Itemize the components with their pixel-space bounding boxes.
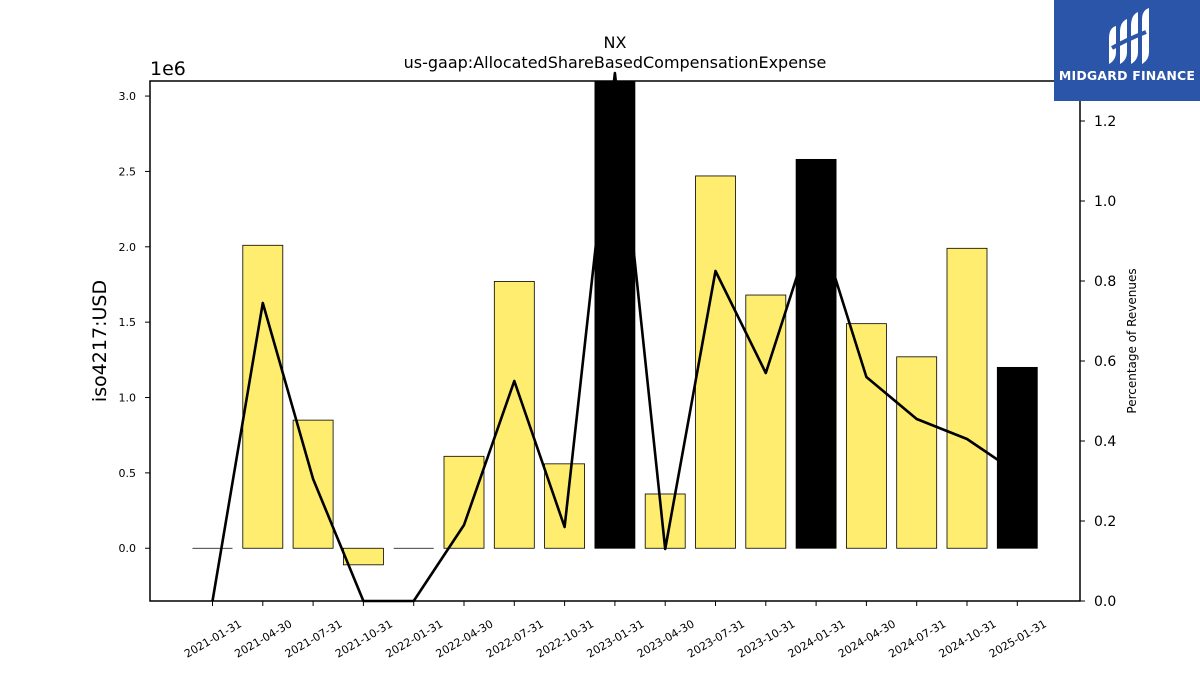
percentage-line xyxy=(211,71,1019,603)
y2-tick-label: 0.8 xyxy=(1094,274,1116,290)
y-tick-label: 1.0 xyxy=(119,392,137,405)
y2-tick-label: 0.4 xyxy=(1094,434,1116,450)
y2-tick-label: 0.2 xyxy=(1094,514,1116,530)
y-axis-label: iso4217:USD xyxy=(89,280,111,402)
chart-subtitle: us-gaap:AllocatedShareBasedCompensationE… xyxy=(404,53,827,72)
bar xyxy=(896,356,938,549)
y2-tick-label: 0.6 xyxy=(1094,354,1116,370)
bar xyxy=(594,80,636,549)
y-scale-label: 1e6 xyxy=(150,58,186,80)
bar-group xyxy=(192,80,1038,566)
bar xyxy=(946,247,988,549)
midgard-finance-logo: MIDGARD FINANCE xyxy=(1054,0,1200,101)
y-tick-label: 3.0 xyxy=(119,90,137,103)
y-tick-label: 2.5 xyxy=(119,165,137,178)
y2-axis-label: Percentage of Revenues xyxy=(1125,268,1139,413)
bar xyxy=(795,158,837,549)
bar xyxy=(695,175,736,549)
bar xyxy=(846,323,887,549)
bar xyxy=(493,281,535,549)
bar xyxy=(342,547,384,566)
x-tick-label: 2025-01-31 xyxy=(987,617,1049,660)
bar xyxy=(292,419,334,549)
y-tick-label: 1.5 xyxy=(119,316,137,329)
y2-tick-label: 1.0 xyxy=(1094,194,1116,210)
chart-title: NX xyxy=(604,33,627,52)
y-tick-label: 2.0 xyxy=(119,241,137,254)
bar xyxy=(443,455,485,549)
bar xyxy=(745,294,787,549)
bar xyxy=(996,366,1038,549)
y-tick-label: 0.5 xyxy=(119,467,137,480)
bar xyxy=(242,244,284,549)
y-tick-label: 0.0 xyxy=(119,542,137,555)
logo-text: MIDGARD FINANCE xyxy=(1058,68,1196,83)
y2-tick-label: 1.2 xyxy=(1094,114,1116,130)
bar xyxy=(544,463,585,549)
line-group xyxy=(211,71,1019,603)
midgard-logo-icon xyxy=(1109,8,1149,64)
y2-tick-label: 0.0 xyxy=(1094,594,1116,610)
